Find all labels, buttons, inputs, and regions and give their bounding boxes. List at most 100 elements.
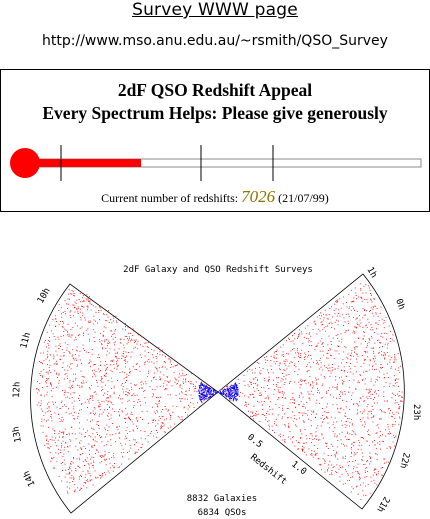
galaxy-point bbox=[203, 390, 205, 392]
qso-point bbox=[156, 430, 157, 431]
qso-point bbox=[128, 390, 130, 392]
qso-point bbox=[165, 356, 166, 358]
qso-point bbox=[71, 402, 73, 404]
galaxy-point bbox=[203, 391, 205, 393]
qso-point bbox=[194, 388, 196, 390]
qso-point bbox=[298, 394, 300, 396]
qso-point bbox=[347, 418, 348, 420]
qso-point bbox=[134, 395, 136, 396]
qso-point bbox=[105, 376, 107, 377]
qso-point bbox=[366, 460, 368, 462]
galaxy-point bbox=[207, 391, 208, 392]
qso-point bbox=[124, 372, 126, 374]
qso-point bbox=[91, 465, 93, 466]
qso-point bbox=[118, 348, 120, 350]
galaxy-point bbox=[200, 394, 202, 396]
qso-point bbox=[130, 419, 131, 421]
qso-point bbox=[158, 402, 160, 404]
qso-point bbox=[373, 469, 375, 471]
qso-point bbox=[171, 385, 173, 387]
qso-point bbox=[297, 348, 298, 350]
qso-point bbox=[36, 404, 38, 406]
galaxy-point bbox=[233, 385, 235, 387]
galaxy-point bbox=[227, 389, 229, 391]
qso-point bbox=[325, 443, 327, 445]
qso-point bbox=[191, 373, 193, 375]
qso-point bbox=[253, 415, 255, 416]
qso-point bbox=[369, 360, 371, 362]
qso-point bbox=[377, 471, 379, 473]
qso-point bbox=[67, 492, 69, 494]
qso-point bbox=[95, 453, 96, 454]
qso-point bbox=[383, 391, 385, 393]
qso-point bbox=[387, 363, 388, 365]
qso-point bbox=[151, 388, 153, 390]
qso-point bbox=[61, 445, 63, 447]
qso-point bbox=[320, 312, 321, 314]
qso-point bbox=[49, 324, 51, 326]
qso-point bbox=[77, 335, 79, 336]
qso-point bbox=[101, 343, 102, 345]
qso-point bbox=[256, 388, 258, 390]
qso-point bbox=[47, 447, 49, 449]
qso-point bbox=[49, 382, 51, 384]
qso-point bbox=[367, 389, 369, 391]
qso-point bbox=[228, 395, 230, 397]
qso-point bbox=[292, 392, 294, 394]
qso-point bbox=[390, 447, 391, 449]
qso-point bbox=[61, 442, 62, 444]
qso-point bbox=[304, 356, 306, 358]
qso-point bbox=[49, 439, 51, 440]
qso-point bbox=[61, 326, 63, 327]
qso-point bbox=[398, 423, 400, 425]
galaxy-point bbox=[227, 393, 229, 395]
qso-point bbox=[193, 385, 195, 387]
qso-point bbox=[102, 474, 103, 476]
qso-point bbox=[90, 361, 92, 363]
qso-point bbox=[384, 462, 385, 464]
redshift-tick-label: 1.0 bbox=[289, 459, 308, 477]
qso-point bbox=[89, 398, 91, 400]
qso-point bbox=[113, 467, 115, 469]
galaxy-point bbox=[203, 388, 205, 390]
qso-point bbox=[358, 296, 360, 298]
qso-point bbox=[366, 351, 368, 353]
qso-point bbox=[375, 432, 377, 434]
qso-point bbox=[112, 359, 114, 361]
qso-point bbox=[107, 345, 108, 347]
qso-point bbox=[172, 405, 174, 407]
galaxy-point bbox=[233, 389, 235, 391]
qso-point bbox=[134, 342, 135, 343]
qso-point bbox=[87, 399, 89, 400]
qso-point bbox=[129, 444, 131, 446]
qso-point bbox=[70, 293, 72, 295]
qso-point bbox=[308, 393, 310, 395]
qso-point bbox=[129, 372, 130, 373]
qso-point bbox=[283, 356, 285, 357]
qso-point bbox=[324, 411, 326, 413]
qso-point bbox=[346, 425, 348, 427]
galaxy-point bbox=[202, 385, 204, 386]
qso-point bbox=[347, 480, 349, 482]
page-url[interactable]: http://www.mso.anu.edu.au/~rsmith/QSO_Su… bbox=[42, 33, 388, 49]
galaxy-point bbox=[229, 393, 231, 395]
qso-point bbox=[76, 309, 78, 311]
qso-point bbox=[123, 344, 125, 346]
qso-point bbox=[168, 382, 170, 383]
qso-point bbox=[302, 449, 304, 451]
qso-point bbox=[357, 493, 359, 495]
qso-point bbox=[96, 441, 98, 443]
qso-point bbox=[321, 397, 323, 399]
qso-point bbox=[294, 381, 296, 383]
left-wedge-outline bbox=[30, 283, 219, 514]
qso-point bbox=[75, 438, 77, 440]
qso-point bbox=[313, 444, 315, 446]
qso-point bbox=[109, 434, 111, 436]
galaxy-point bbox=[219, 392, 221, 393]
qso-point bbox=[387, 342, 389, 344]
qso-point bbox=[74, 433, 76, 435]
qso-point bbox=[105, 370, 107, 371]
qso-point bbox=[67, 392, 69, 393]
qso-point bbox=[360, 366, 362, 367]
qso-point bbox=[83, 445, 85, 447]
